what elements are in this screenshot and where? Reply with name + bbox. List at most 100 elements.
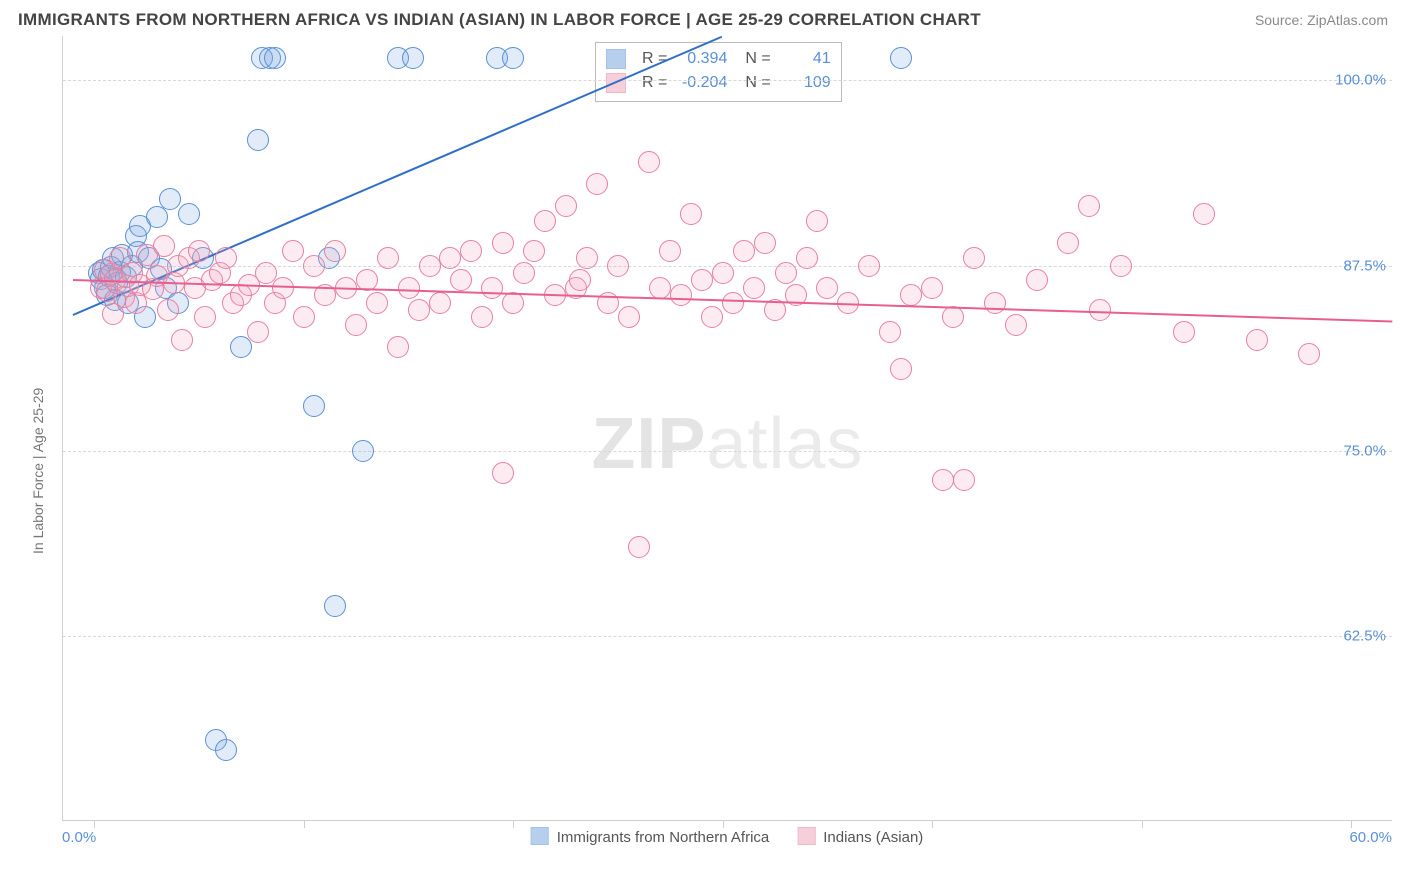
data-point-northern_africa xyxy=(303,395,325,417)
stat-r-value: -0.204 xyxy=(675,71,727,95)
gridline xyxy=(63,451,1392,452)
data-point-indians_asian xyxy=(1298,343,1320,365)
data-point-northern_africa xyxy=(402,47,424,69)
data-point-indians_asian xyxy=(523,240,545,262)
legend-label: Immigrants from Northern Africa xyxy=(557,829,770,846)
data-point-indians_asian xyxy=(691,269,713,291)
source-label: Source: ZipAtlas.com xyxy=(1255,12,1388,28)
data-point-indians_asian xyxy=(471,306,493,328)
stat-r-value: 0.394 xyxy=(675,47,727,71)
data-point-indians_asian xyxy=(638,151,660,173)
data-point-indians_asian xyxy=(247,321,269,343)
x-axis-min-label: 0.0% xyxy=(62,829,96,846)
data-point-indians_asian xyxy=(569,269,591,291)
data-point-indians_asian xyxy=(1026,269,1048,291)
data-point-indians_asian xyxy=(555,195,577,217)
data-point-indians_asian xyxy=(398,277,420,299)
data-point-indians_asian xyxy=(377,247,399,269)
legend: Immigrants from Northern Africa Indians (… xyxy=(531,827,924,846)
data-point-indians_asian xyxy=(450,269,472,291)
data-point-indians_asian xyxy=(932,469,954,491)
data-point-northern_africa xyxy=(502,47,524,69)
data-point-northern_africa xyxy=(178,203,200,225)
data-point-indians_asian xyxy=(659,240,681,262)
chart-header: IMMIGRANTS FROM NORTHERN AFRICA VS INDIA… xyxy=(0,0,1406,36)
stat-n-label: N = xyxy=(745,71,770,95)
data-point-indians_asian xyxy=(900,284,922,306)
y-tick-label: 75.0% xyxy=(1343,442,1386,459)
data-point-indians_asian xyxy=(345,314,367,336)
data-point-northern_africa xyxy=(215,739,237,761)
data-point-northern_africa xyxy=(159,188,181,210)
swatch-icon xyxy=(797,827,815,845)
legend-item-northern_africa: Immigrants from Northern Africa xyxy=(531,827,770,846)
data-point-indians_asian xyxy=(963,247,985,269)
data-point-indians_asian xyxy=(670,284,692,306)
y-tick-label: 62.5% xyxy=(1343,627,1386,644)
data-point-indians_asian xyxy=(513,262,535,284)
stats-row-northern_africa: R =0.394N =41 xyxy=(606,47,831,71)
data-point-indians_asian xyxy=(1078,195,1100,217)
watermark-bold: ZIP xyxy=(591,404,706,484)
data-point-indians_asian xyxy=(460,240,482,262)
data-point-indians_asian xyxy=(439,247,461,269)
correlation-stats-box: R =0.394N =41R = -0.204 N = 109 xyxy=(595,42,842,102)
data-point-indians_asian xyxy=(1173,321,1195,343)
gridline xyxy=(63,80,1392,81)
data-point-indians_asian xyxy=(680,203,702,225)
data-point-indians_asian xyxy=(303,255,325,277)
data-point-indians_asian xyxy=(816,277,838,299)
data-point-indians_asian xyxy=(481,277,503,299)
data-point-indians_asian xyxy=(1110,255,1132,277)
data-point-indians_asian xyxy=(942,306,964,328)
legend-item-indians_asian: Indians (Asian) xyxy=(797,827,923,846)
data-point-indians_asian xyxy=(921,277,943,299)
data-point-indians_asian xyxy=(366,292,388,314)
data-point-indians_asian xyxy=(492,462,514,484)
data-point-indians_asian xyxy=(188,240,210,262)
data-point-indians_asian xyxy=(1057,232,1079,254)
data-point-indians_asian xyxy=(282,240,304,262)
data-point-northern_africa xyxy=(890,47,912,69)
watermark-light: atlas xyxy=(706,404,863,484)
plot-area: ZIPatlas R =0.394N =41R = -0.204 N = 109 62… xyxy=(62,36,1392,821)
data-point-indians_asian xyxy=(194,306,216,328)
x-axis-area: 0.0% Immigrants from Northern Africa Indi… xyxy=(62,827,1392,851)
data-point-indians_asian xyxy=(534,210,556,232)
data-point-indians_asian xyxy=(492,232,514,254)
stat-n-value: 109 xyxy=(779,71,831,95)
data-point-indians_asian xyxy=(324,240,346,262)
data-point-indians_asian xyxy=(701,306,723,328)
data-point-indians_asian xyxy=(387,336,409,358)
data-point-indians_asian xyxy=(419,255,441,277)
data-point-indians_asian xyxy=(408,299,430,321)
data-point-indians_asian xyxy=(953,469,975,491)
legend-label: Indians (Asian) xyxy=(823,829,923,846)
y-axis-title: In Labor Force | Age 25-29 xyxy=(30,388,46,554)
data-point-indians_asian xyxy=(171,329,193,351)
y-tick-label: 87.5% xyxy=(1343,257,1386,274)
data-point-northern_africa xyxy=(247,129,269,151)
data-point-indians_asian xyxy=(628,536,650,558)
data-point-indians_asian xyxy=(806,210,828,232)
data-point-indians_asian xyxy=(733,240,755,262)
swatch-icon xyxy=(606,49,626,69)
data-point-northern_africa xyxy=(324,595,346,617)
data-point-indians_asian xyxy=(754,232,776,254)
data-point-indians_asian xyxy=(712,262,734,284)
data-point-indians_asian xyxy=(607,255,629,277)
chart-title: IMMIGRANTS FROM NORTHERN AFRICA VS INDIA… xyxy=(18,10,981,30)
data-point-northern_africa xyxy=(352,440,374,462)
data-point-indians_asian xyxy=(215,247,237,269)
data-point-indians_asian xyxy=(1246,329,1268,351)
data-point-indians_asian xyxy=(1089,299,1111,321)
data-point-indians_asian xyxy=(890,358,912,380)
data-point-indians_asian xyxy=(649,277,671,299)
data-point-northern_africa xyxy=(264,47,286,69)
stat-r-label: R = xyxy=(642,71,667,95)
data-point-indians_asian xyxy=(1193,203,1215,225)
data-point-indians_asian xyxy=(879,321,901,343)
data-point-indians_asian xyxy=(157,299,179,321)
x-axis-max-label: 60.0% xyxy=(1349,829,1392,846)
data-point-indians_asian xyxy=(858,255,880,277)
